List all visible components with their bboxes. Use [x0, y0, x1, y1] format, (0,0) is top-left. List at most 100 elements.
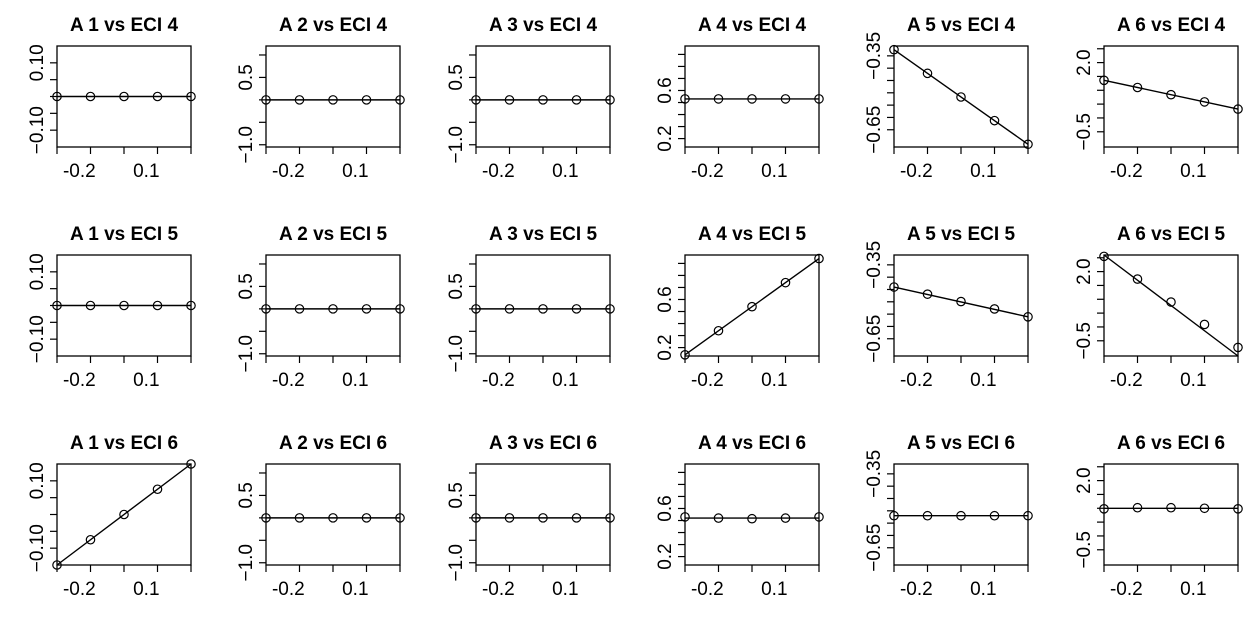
- y-tick-label: 0.6: [655, 495, 676, 521]
- panel-title: A 3 vs ECI 5: [489, 224, 598, 245]
- data-point: [1023, 139, 1033, 150]
- panel-title: A 1 vs ECI 6: [70, 433, 178, 454]
- data-point: [989, 510, 1000, 521]
- plot-frame: [265, 45, 401, 148]
- data-point: [1132, 82, 1143, 93]
- y-tick-label: −0.10: [27, 106, 48, 154]
- data-point: [1099, 75, 1109, 86]
- y-tick-label: −1.0: [446, 544, 467, 582]
- y-tick-label: −0.5: [1074, 113, 1095, 151]
- plot-frame: [893, 463, 1029, 566]
- y-tick-label: 0.2: [655, 543, 676, 569]
- panel: A 2 vs ECI 4 -0.2 0.1 −1.0 0.5: [236, 15, 405, 182]
- panel: A 6 vs ECI 4 -0.2 0.1 −0.5 2.0: [1074, 15, 1243, 182]
- data-point: [395, 95, 405, 105]
- x-tick-label: 0.1: [552, 579, 578, 600]
- panel: A 3 vs ECI 4 -0.2 0.1 −1.0 0.5: [446, 15, 615, 182]
- data-point: [186, 459, 196, 469]
- x-tick-label: 0.1: [342, 579, 368, 600]
- data-point: [328, 513, 338, 523]
- data-point: [186, 300, 196, 311]
- y-tick-label: 0.5: [236, 273, 257, 299]
- y-tick-label: 0.10: [27, 462, 48, 499]
- panel: A 4 vs ECI 6 -0.2 0.1 0.2 0.6: [655, 433, 824, 600]
- panel-title: A 4 vs ECI 4: [698, 15, 807, 36]
- panel-title: A 4 vs ECI 5: [698, 224, 807, 245]
- y-tick-label: 0.5: [446, 482, 467, 508]
- plot-frame: [265, 463, 401, 566]
- panel: A 6 vs ECI 6 -0.2 0.1 −0.5 2.0: [1074, 433, 1243, 600]
- data-point: [261, 513, 271, 523]
- data-point: [152, 300, 163, 311]
- data-point: [1023, 312, 1033, 322]
- data-point: [538, 95, 548, 105]
- x-tick-label: -0.2: [900, 370, 933, 391]
- y-tick-label: −0.65: [864, 106, 885, 154]
- x-tick-label: 0.1: [761, 579, 787, 600]
- data-point: [713, 325, 724, 336]
- x-tick-label: -0.2: [63, 370, 96, 391]
- fit-line: [1103, 254, 1239, 357]
- data-point: [680, 94, 690, 104]
- y-tick-label: −1.0: [446, 126, 467, 164]
- data-point: [119, 300, 129, 311]
- data-point: [471, 513, 481, 523]
- data-point: [1023, 510, 1033, 521]
- data-point: [85, 534, 96, 545]
- data-point: [680, 512, 690, 522]
- x-tick-label: -0.2: [691, 161, 724, 182]
- data-point: [538, 304, 548, 314]
- data-point: [889, 282, 899, 292]
- panel: A 5 vs ECI 6 -0.2 0.1 −0.65 −0.35: [864, 433, 1033, 600]
- y-tick-label: −0.35: [864, 241, 885, 289]
- x-tick-label: 0.1: [970, 370, 996, 391]
- data-point: [1233, 504, 1243, 514]
- data-point: [814, 94, 824, 104]
- x-tick-label: -0.2: [691, 370, 724, 391]
- data-point: [119, 509, 129, 520]
- y-tick-label: −0.65: [864, 524, 885, 572]
- data-point: [261, 304, 271, 314]
- plot-frame: [684, 45, 820, 148]
- panel-title: A 6 vs ECI 5: [1117, 224, 1226, 245]
- data-point: [1166, 89, 1176, 100]
- data-point: [1199, 319, 1210, 330]
- data-point: [713, 513, 724, 523]
- data-point: [956, 296, 966, 307]
- y-tick-label: −1.0: [236, 544, 257, 582]
- y-tick-label: 2.0: [1074, 258, 1095, 284]
- data-point: [361, 304, 372, 314]
- data-point: [989, 115, 1000, 126]
- data-point: [538, 513, 548, 523]
- data-point: [504, 304, 515, 314]
- data-point: [956, 510, 966, 521]
- data-point: [186, 91, 196, 102]
- x-tick-label: -0.2: [272, 579, 305, 600]
- fit-line: [684, 258, 820, 356]
- data-point: [294, 95, 305, 105]
- x-tick-label: -0.2: [482, 161, 515, 182]
- data-point: [1099, 504, 1109, 514]
- plot-frame: [475, 254, 611, 357]
- data-point: [395, 304, 405, 314]
- y-tick-label: 0.6: [655, 286, 676, 312]
- y-tick-label: 0.5: [236, 64, 257, 90]
- plot-frame: [1103, 45, 1239, 148]
- y-tick-label: −0.35: [864, 450, 885, 498]
- data-point: [504, 513, 515, 523]
- panel-title: A 2 vs ECI 4: [279, 15, 388, 36]
- panel-title: A 1 vs ECI 4: [70, 15, 179, 36]
- x-tick-label: 0.1: [761, 161, 787, 182]
- panel: A 1 vs ECI 6 -0.2 0.1 −0.10 0.10: [27, 433, 196, 600]
- panel: A 3 vs ECI 5 -0.2 0.1 −1.0 0.5: [446, 224, 615, 391]
- fit-line: [1103, 79, 1239, 110]
- data-point: [889, 44, 899, 55]
- panel-title: A 5 vs ECI 4: [907, 15, 1016, 36]
- data-point: [1233, 342, 1243, 353]
- x-tick-label: -0.2: [272, 370, 305, 391]
- data-point: [989, 304, 1000, 314]
- x-tick-label: -0.2: [482, 370, 515, 391]
- data-point: [747, 301, 757, 312]
- panel: A 6 vs ECI 5 -0.2 0.1 −0.5 2.0: [1074, 224, 1243, 391]
